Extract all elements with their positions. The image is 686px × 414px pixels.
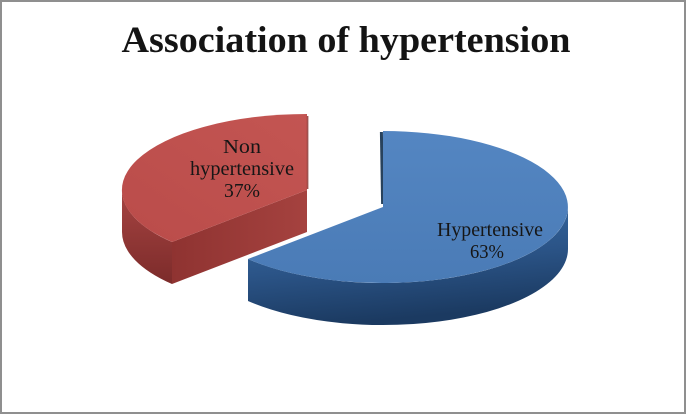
pie-slice-non-hypertensive-side (121, 190, 172, 284)
pie-slice-hypertensive-top (248, 131, 568, 284)
pie-slice-hypertensive-cut-edge (379, 131, 385, 205)
slice-label-hypertensive-line2: 63% (470, 241, 504, 263)
pie-slice-non-hypertensive (121, 114, 309, 284)
chart-title: Association of hypertension (122, 20, 571, 61)
pie-slice-non-hypertensive-top (121, 114, 307, 242)
pie-slice-non-hypertensive-cut-face (172, 190, 307, 284)
pie-slice-hypertensive-side (248, 207, 569, 326)
pie-slice-hypertensive (248, 131, 569, 326)
slice-label-hypertensive: Hypertensive 63% (437, 219, 543, 263)
slice-label-hypertensive-line1: Hypertensive (437, 219, 543, 241)
slice-label-non-hypertensive-line1: Non (223, 136, 261, 158)
slice-label-non-hypertensive: Non hypertensive 37% (190, 136, 294, 202)
slice-label-non-hypertensive-line2: hypertensive (190, 158, 294, 180)
slice-label-non-hypertensive-line3: 37% (224, 180, 260, 202)
